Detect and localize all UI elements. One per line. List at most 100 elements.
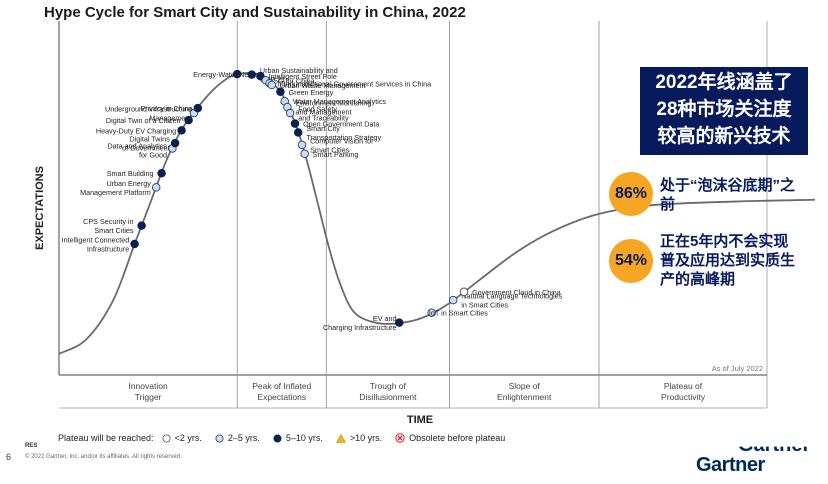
tech-point	[170, 138, 180, 148]
tech-label: Smart Cities	[310, 145, 350, 154]
footer-copyright: © 2022 Gartner, Inc. and/or its affiliat…	[25, 454, 182, 460]
tech-point	[300, 149, 309, 158]
footer-res: RES	[25, 443, 38, 449]
yellow-triangle-icon	[335, 433, 346, 443]
legend-item-5-10: 5–10 yrs.	[273, 433, 323, 443]
callout-line-3: 较高的新兴技术	[657, 126, 791, 147]
tech-point	[276, 87, 285, 97]
tech-point	[157, 168, 166, 178]
tech-label: Charging Infrastructure	[323, 323, 397, 332]
tech-point	[232, 69, 242, 79]
legend-item-2-5: 2–5 yrs.	[215, 433, 260, 443]
legend-label: 5–10 yrs.	[285, 433, 323, 443]
dark-blue-circle-icon	[273, 434, 282, 442]
phase-label: Slope of	[509, 381, 541, 391]
gartner-logo-ghost: Gartner	[738, 434, 811, 456]
tech-label: in Smart Cities	[461, 301, 508, 310]
legend-label: <2 yrs.	[174, 433, 202, 443]
stat-text-1: 处于“泡沫谷底期”之 前	[660, 176, 795, 214]
tech-label: Management Platform	[80, 188, 151, 197]
tech-label: Management	[149, 114, 191, 123]
phase-label: Trigger	[135, 392, 162, 402]
legend-item-lt2: <2 yrs.	[162, 433, 202, 443]
phase-label: Trough of	[370, 381, 407, 391]
tech-label: for Good	[139, 151, 167, 160]
tech-point	[448, 295, 458, 305]
summary-callout: 2022年线涵盖了 28种市场关注度 较高的新兴技术	[640, 67, 808, 155]
tech-point	[459, 287, 469, 297]
tech-label: Digital Twins	[129, 135, 170, 144]
tech-label: Urban Energy	[106, 179, 151, 188]
legend: Plateau will be reached: <2 yrs. 2–5 yrs…	[58, 433, 518, 443]
tech-label: Food Safety	[298, 105, 337, 114]
red-x-circle-icon	[395, 433, 405, 443]
y-axis-title: EXPECTATIONS	[34, 166, 46, 250]
tech-label: IoT in Smart Cities	[429, 309, 488, 318]
tech-label: Urban Sustainability and	[260, 66, 338, 75]
x-axis-title: TIME	[407, 414, 433, 426]
phase-label: Innovation	[128, 381, 167, 391]
tech-label: Water Management Analytics	[293, 97, 387, 106]
tech-label: Intelligent Street Pole	[269, 72, 337, 81]
legend-label: Obsolete before plateau	[409, 433, 506, 443]
tech-label: Intelligent Connected	[62, 236, 130, 245]
stat-badge-86: 86%	[609, 172, 653, 216]
gartner-logo: Gartner	[696, 454, 765, 476]
page-number: 6	[6, 452, 12, 462]
tech-label: Transportation Strategy	[306, 133, 381, 142]
tech-label: CPS Security in	[83, 217, 133, 226]
stat-1-line-2: 前	[660, 196, 676, 213]
tech-label: Digital Twin of a Citizen	[106, 116, 181, 125]
tech-point	[394, 318, 404, 327]
legend-label: 2–5 yrs.	[227, 433, 260, 443]
stat-2-line-3: 产的高峰期	[660, 271, 736, 288]
tech-label: Open Government Data	[303, 120, 379, 129]
tech-label: Urban Waste Management	[280, 81, 366, 90]
phase-label: Plateau of	[664, 381, 703, 391]
tech-point	[427, 308, 436, 317]
tech-label: Government Cloud in China	[472, 288, 561, 297]
light-blue-circle-icon	[215, 434, 224, 442]
tech-point	[267, 80, 277, 90]
tech-label: Green Energy	[289, 88, 334, 97]
tech-label: Smart City	[306, 124, 340, 133]
tech-label: Infrastructure	[87, 245, 129, 254]
phase-label: Disillusionment	[359, 392, 417, 402]
tech-label: of Government	[122, 144, 170, 153]
stat-2-line-2: 普及应用达到实质生	[660, 252, 796, 269]
tech-point	[297, 140, 307, 150]
legend-title: Plateau will be reached:	[58, 433, 154, 443]
stat-2-line-1: 正在5年内不会实现	[660, 233, 789, 250]
tech-label: COP 21	[260, 75, 285, 84]
tech-point	[137, 221, 146, 230]
tech-label: Smart Cities	[94, 226, 134, 235]
tech-point	[184, 115, 193, 125]
tech-point	[293, 128, 303, 137]
phase-label: Enlightenment	[497, 392, 552, 402]
tech-label: Underground Infrastructure	[105, 105, 191, 114]
tech-point	[247, 70, 257, 79]
tech-label: Data and Analytics	[107, 142, 167, 151]
stat-1-line-1: 处于“泡沫谷底期”之	[660, 177, 796, 194]
tech-point	[285, 108, 295, 118]
tech-point	[177, 126, 186, 135]
tech-label: Smart Building	[107, 169, 154, 178]
tech-label: and Traceability	[298, 114, 349, 123]
chart-title: Hype Cycle for Smart City and Sustainabi…	[44, 4, 466, 21]
stat-text-2: 正在5年内不会实现 普及应用达到实质生 产的高峰期	[660, 232, 795, 289]
tech-label: Natural Language Technologies	[461, 292, 562, 301]
tech-label: Computer Vision for	[310, 136, 374, 145]
empty-circle-icon	[162, 434, 171, 442]
callout-line-2: 28种市场关注度	[656, 99, 792, 120]
tech-point	[193, 103, 203, 113]
tech-label: EV and	[373, 314, 397, 323]
tech-label: Energy-Water Nexus	[193, 70, 260, 79]
as-of-note: As of July 2022	[712, 364, 763, 373]
tech-point	[290, 119, 300, 128]
stat-badge-54: 54%	[609, 239, 653, 283]
tech-label: Heavy-Duty EV Charging	[96, 126, 176, 135]
tech-point	[130, 239, 139, 249]
tech-label: Smart Parking	[313, 150, 359, 159]
tech-label: 5G for China	[274, 76, 315, 85]
